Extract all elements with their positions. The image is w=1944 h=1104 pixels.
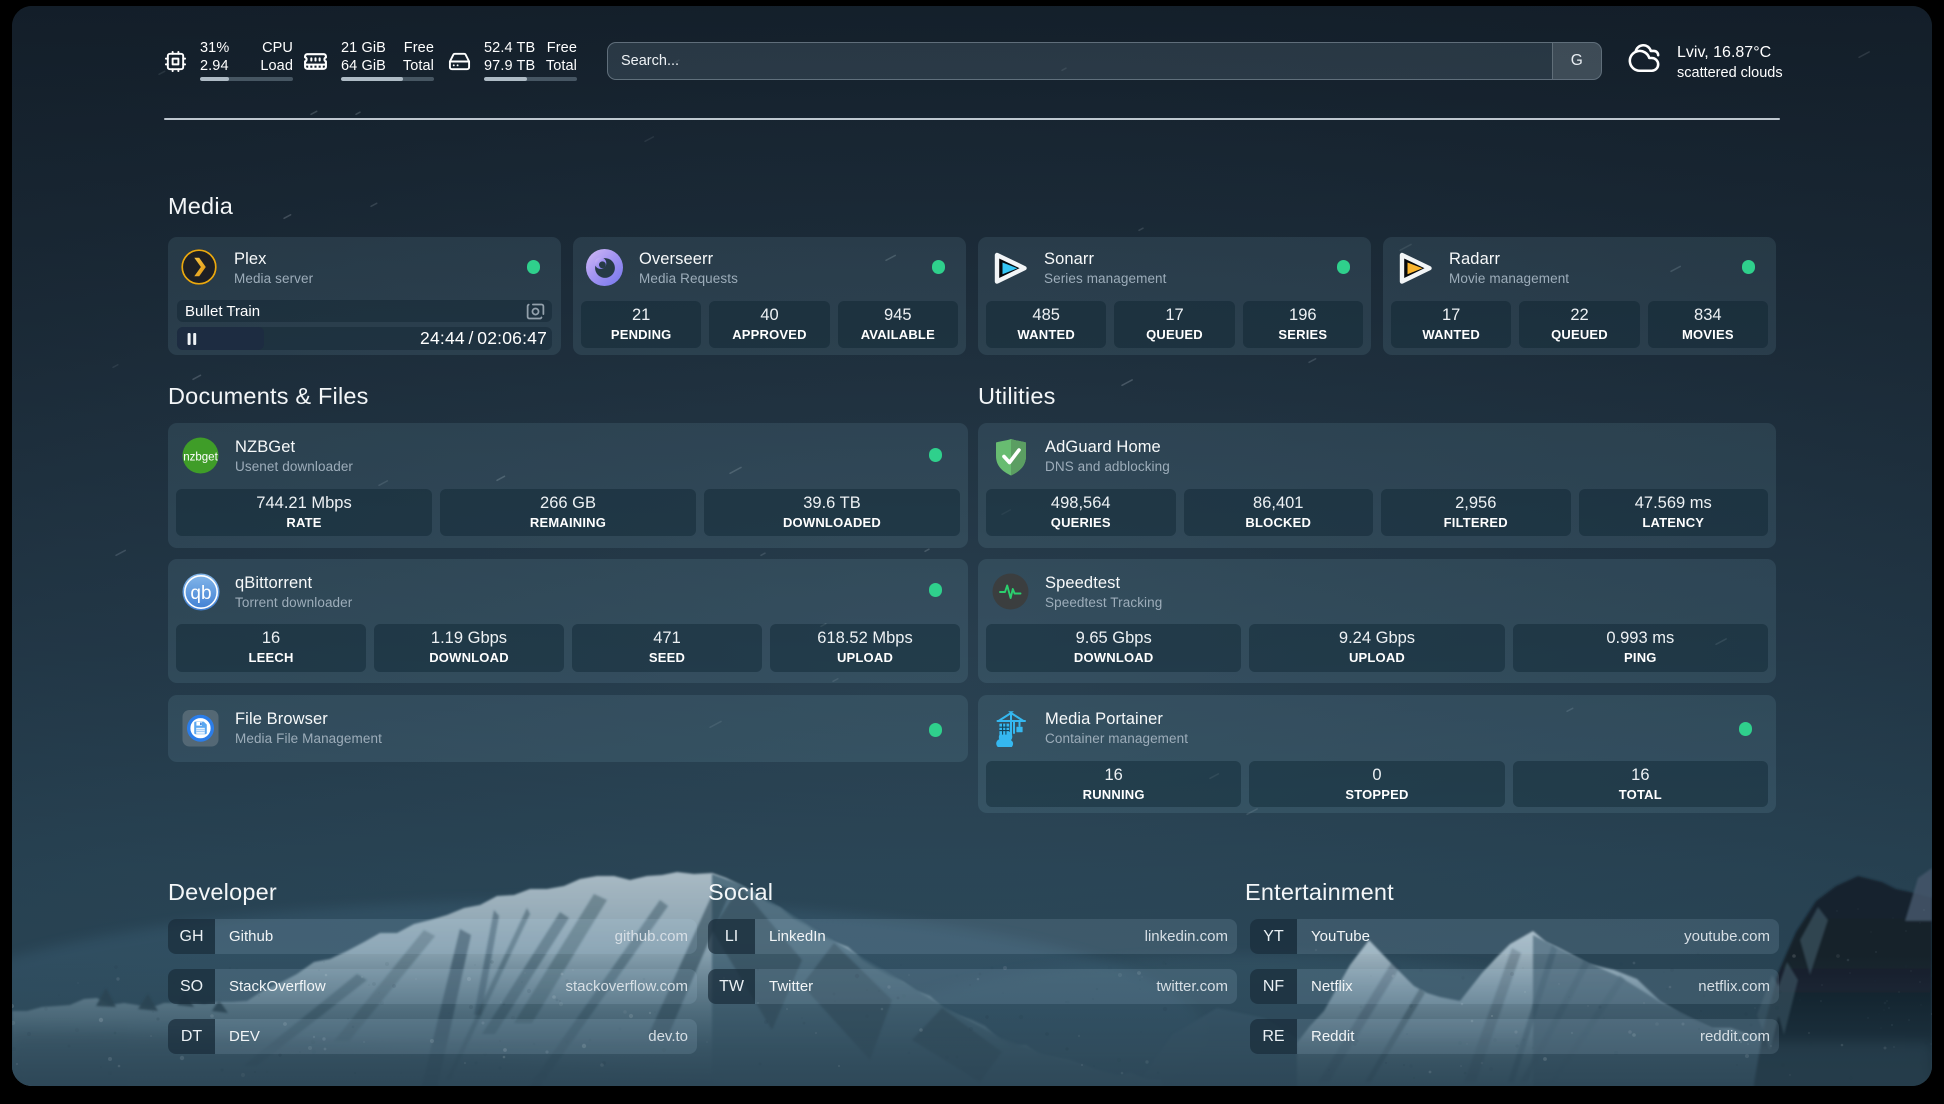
- svg-text:qb: qb: [190, 583, 211, 604]
- svg-text:nzbget: nzbget: [183, 452, 218, 464]
